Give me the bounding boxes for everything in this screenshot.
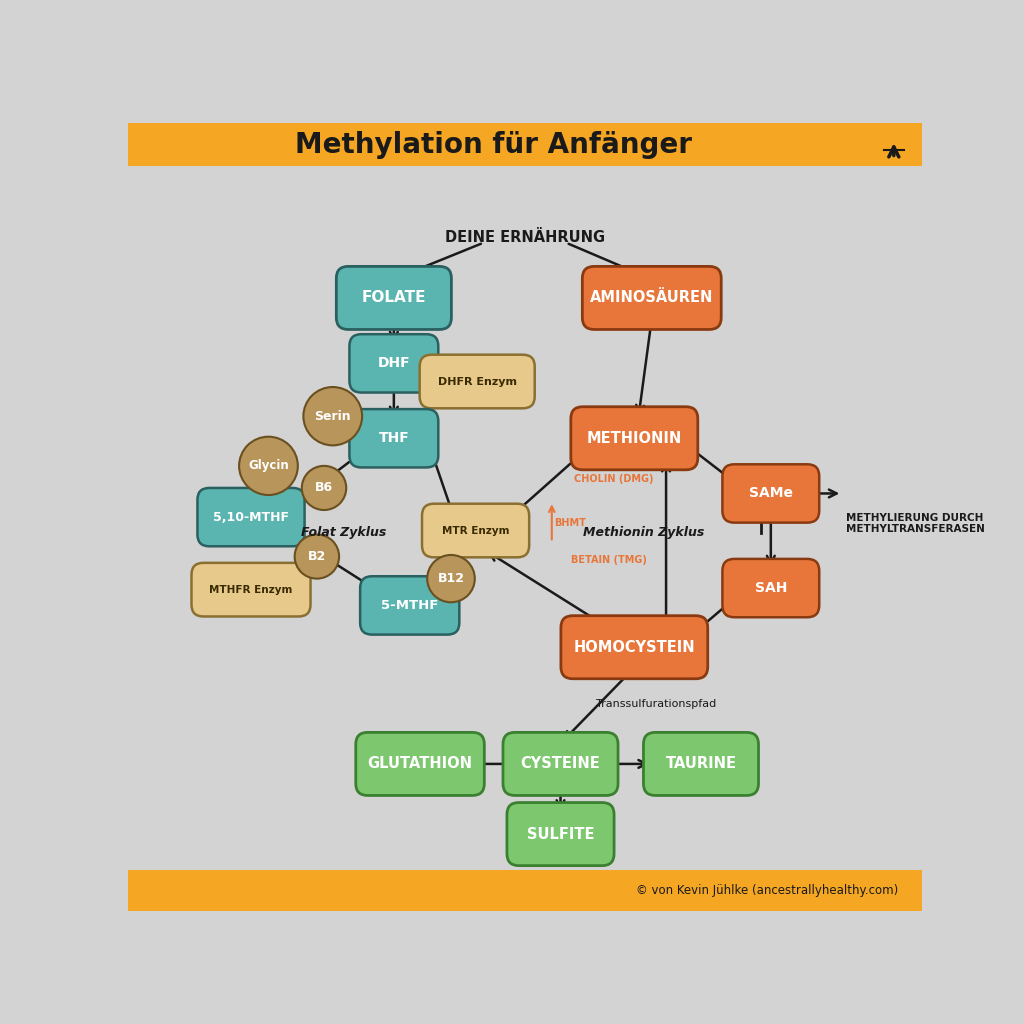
Text: AMINOSÄUREN: AMINOSÄUREN	[590, 291, 714, 305]
Text: THF: THF	[379, 431, 410, 445]
Text: Glycin: Glycin	[248, 460, 289, 472]
FancyBboxPatch shape	[360, 577, 460, 635]
Circle shape	[303, 387, 362, 445]
Circle shape	[295, 535, 339, 579]
Text: DHFR Enzym: DHFR Enzym	[437, 377, 517, 386]
Text: DEINE ERNÄHRUNG: DEINE ERNÄHRUNG	[444, 229, 605, 245]
Circle shape	[302, 466, 346, 510]
FancyBboxPatch shape	[355, 732, 484, 796]
Text: CHOLIN (DMG): CHOLIN (DMG)	[574, 474, 653, 484]
Text: © von Kevin Jühlke (ancestrallyhealthy.com): © von Kevin Jühlke (ancestrallyhealthy.c…	[636, 885, 898, 897]
Text: MTHFR Enzym: MTHFR Enzym	[209, 585, 293, 595]
Text: BETAIN (TMG): BETAIN (TMG)	[570, 555, 647, 565]
FancyBboxPatch shape	[722, 464, 819, 522]
FancyBboxPatch shape	[349, 334, 438, 392]
Text: METHIONIN: METHIONIN	[587, 431, 682, 445]
Text: Methylation für Anfänger: Methylation für Anfänger	[295, 131, 691, 159]
FancyBboxPatch shape	[128, 870, 922, 911]
Text: 5,10-MTHF: 5,10-MTHF	[213, 511, 289, 523]
FancyBboxPatch shape	[583, 266, 721, 330]
Text: Methionin Zyklus: Methionin Zyklus	[583, 526, 705, 540]
Text: HOMOCYSTEIN: HOMOCYSTEIN	[573, 640, 695, 654]
Text: B6: B6	[315, 481, 333, 495]
FancyBboxPatch shape	[570, 407, 697, 470]
FancyBboxPatch shape	[507, 803, 614, 865]
Circle shape	[427, 555, 475, 602]
Text: GLUTATHION: GLUTATHION	[368, 757, 472, 771]
FancyBboxPatch shape	[191, 563, 310, 616]
Text: SAMe: SAMe	[749, 486, 793, 501]
Text: Serin: Serin	[314, 410, 351, 423]
Text: Transsulfurationspfad: Transsulfurationspfad	[596, 699, 717, 709]
Text: METHYLIERUNG DURCH
METHYLTRANSFERASEN: METHYLIERUNG DURCH METHYLTRANSFERASEN	[846, 513, 985, 535]
FancyBboxPatch shape	[349, 410, 438, 467]
Text: SULFITE: SULFITE	[526, 826, 594, 842]
Text: SAH: SAH	[755, 581, 787, 595]
FancyBboxPatch shape	[420, 354, 535, 409]
FancyBboxPatch shape	[336, 266, 452, 330]
Text: BHMT: BHMT	[554, 518, 586, 528]
Text: CYSTEINE: CYSTEINE	[520, 757, 600, 771]
FancyBboxPatch shape	[722, 559, 819, 617]
FancyBboxPatch shape	[503, 732, 618, 796]
Text: MTR Enzym: MTR Enzym	[441, 525, 509, 536]
Text: FOLATE: FOLATE	[361, 291, 426, 305]
FancyBboxPatch shape	[128, 123, 922, 166]
Text: 5-MTHF: 5-MTHF	[381, 599, 438, 612]
Text: DHF: DHF	[378, 356, 411, 371]
Text: B2: B2	[308, 550, 326, 563]
Text: Folat Zyklus: Folat Zyklus	[301, 526, 386, 540]
Text: B12: B12	[437, 572, 465, 585]
Text: TAURINE: TAURINE	[666, 757, 736, 771]
FancyBboxPatch shape	[422, 504, 529, 557]
Circle shape	[239, 436, 298, 495]
FancyBboxPatch shape	[198, 488, 304, 546]
FancyBboxPatch shape	[643, 732, 759, 796]
FancyBboxPatch shape	[561, 615, 708, 679]
